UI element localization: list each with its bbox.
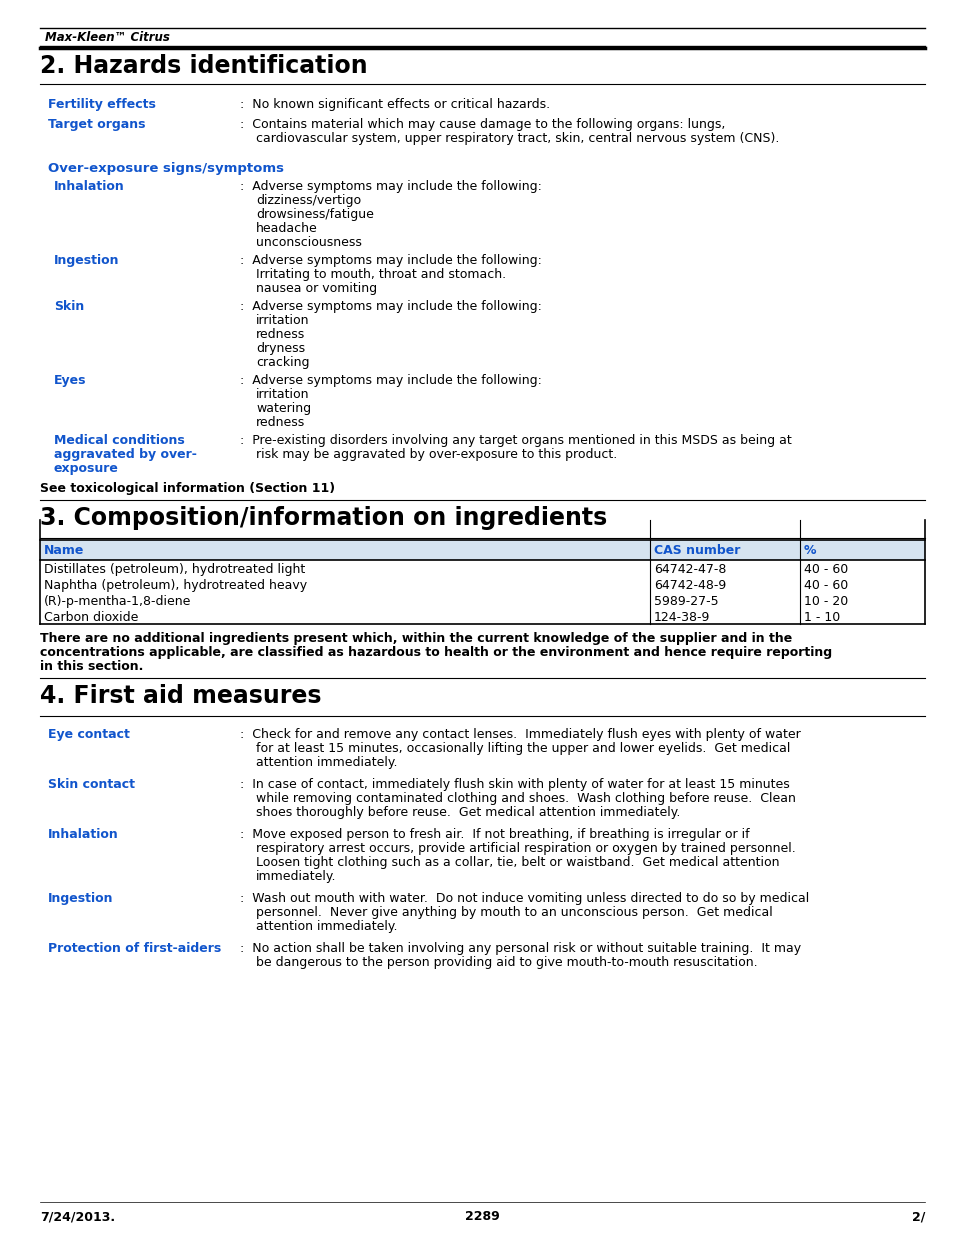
Text: Ingestion: Ingestion xyxy=(54,254,119,267)
Text: dryness: dryness xyxy=(255,342,305,354)
Text: Name: Name xyxy=(44,543,84,557)
Text: Irritating to mouth, throat and stomach.: Irritating to mouth, throat and stomach. xyxy=(255,268,506,282)
Text: headache: headache xyxy=(255,222,317,235)
Text: 1 - 10: 1 - 10 xyxy=(803,611,840,624)
Text: in this section.: in this section. xyxy=(40,659,143,673)
Text: irritation: irritation xyxy=(255,388,309,401)
Text: :  Move exposed person to fresh air.  If not breathing, if breathing is irregula: : Move exposed person to fresh air. If n… xyxy=(240,827,749,841)
Text: immediately.: immediately. xyxy=(255,869,336,883)
Text: CAS number: CAS number xyxy=(654,543,740,557)
Text: personnel.  Never give anything by mouth to an unconscious person.  Get medical: personnel. Never give anything by mouth … xyxy=(255,906,772,919)
Text: Ingestion: Ingestion xyxy=(48,892,113,905)
Text: There are no additional ingredients present which, within the current knowledge : There are no additional ingredients pres… xyxy=(40,632,791,645)
Text: Distillates (petroleum), hydrotreated light: Distillates (petroleum), hydrotreated li… xyxy=(44,563,305,576)
Bar xyxy=(40,540,924,559)
Text: 4. First aid measures: 4. First aid measures xyxy=(40,684,321,708)
Text: :  In case of contact, immediately flush skin with plenty of water for at least : : In case of contact, immediately flush … xyxy=(240,778,789,790)
Text: Max-Kleen™ Citrus: Max-Kleen™ Citrus xyxy=(45,31,170,44)
Text: 40 - 60: 40 - 60 xyxy=(803,563,847,576)
Text: cracking: cracking xyxy=(255,356,309,369)
Text: nausea or vomiting: nausea or vomiting xyxy=(255,282,376,295)
Text: Medical conditions: Medical conditions xyxy=(54,433,185,447)
Text: attention immediately.: attention immediately. xyxy=(255,920,397,932)
Text: shoes thoroughly before reuse.  Get medical attention immediately.: shoes thoroughly before reuse. Get medic… xyxy=(255,806,679,819)
Text: Target organs: Target organs xyxy=(48,119,146,131)
Text: 40 - 60: 40 - 60 xyxy=(803,579,847,592)
Text: 5989-27-5: 5989-27-5 xyxy=(654,595,718,608)
Text: unconsciousness: unconsciousness xyxy=(255,236,361,249)
Text: 2. Hazards identification: 2. Hazards identification xyxy=(40,54,367,78)
Text: Over-exposure signs/symptoms: Over-exposure signs/symptoms xyxy=(48,162,284,175)
Text: redness: redness xyxy=(255,329,305,341)
Text: 64742-47-8: 64742-47-8 xyxy=(654,563,725,576)
Text: 2/: 2/ xyxy=(911,1210,924,1223)
Text: Carbon dioxide: Carbon dioxide xyxy=(44,611,138,624)
Text: concentrations applicable, are classified as hazardous to health or the environm: concentrations applicable, are classifie… xyxy=(40,646,831,659)
Text: 64742-48-9: 64742-48-9 xyxy=(654,579,725,592)
Text: Inhalation: Inhalation xyxy=(48,827,118,841)
Text: (R)-p-mentha-1,8-diene: (R)-p-mentha-1,8-diene xyxy=(44,595,192,608)
Text: irritation: irritation xyxy=(255,314,309,327)
Text: Skin contact: Skin contact xyxy=(48,778,135,790)
Text: 3. Composition/information on ingredients: 3. Composition/information on ingredient… xyxy=(40,506,607,530)
Text: :  Adverse symptoms may include the following:: : Adverse symptoms may include the follo… xyxy=(240,180,541,193)
Text: 7/24/2013.: 7/24/2013. xyxy=(40,1210,115,1223)
Text: Naphtha (petroleum), hydrotreated heavy: Naphtha (petroleum), hydrotreated heavy xyxy=(44,579,307,592)
Text: exposure: exposure xyxy=(54,462,119,475)
Text: Eye contact: Eye contact xyxy=(48,727,130,741)
Text: while removing contaminated clothing and shoes.  Wash clothing before reuse.  Cl: while removing contaminated clothing and… xyxy=(255,792,795,805)
Text: :  Adverse symptoms may include the following:: : Adverse symptoms may include the follo… xyxy=(240,374,541,387)
Text: Fertility effects: Fertility effects xyxy=(48,98,155,111)
Text: :  No known significant effects or critical hazards.: : No known significant effects or critic… xyxy=(240,98,550,111)
Text: Loosen tight clothing such as a collar, tie, belt or waistband.  Get medical att: Loosen tight clothing such as a collar, … xyxy=(255,856,779,869)
Text: dizziness/vertigo: dizziness/vertigo xyxy=(255,194,361,207)
Text: :  Wash out mouth with water.  Do not induce vomiting unless directed to do so b: : Wash out mouth with water. Do not indu… xyxy=(240,892,808,905)
Text: 124-38-9: 124-38-9 xyxy=(654,611,710,624)
Text: drowsiness/fatigue: drowsiness/fatigue xyxy=(255,207,374,221)
Text: risk may be aggravated by over-exposure to this product.: risk may be aggravated by over-exposure … xyxy=(255,448,617,461)
Text: :  Contains material which may cause damage to the following organs: lungs,: : Contains material which may cause dama… xyxy=(240,119,724,131)
Text: respiratory arrest occurs, provide artificial respiration or oxygen by trained p: respiratory arrest occurs, provide artif… xyxy=(255,842,795,855)
Text: for at least 15 minutes, occasionally lifting the upper and lower eyelids.  Get : for at least 15 minutes, occasionally li… xyxy=(255,742,789,755)
Text: %: % xyxy=(803,543,816,557)
Text: cardiovascular system, upper respiratory tract, skin, central nervous system (CN: cardiovascular system, upper respiratory… xyxy=(255,132,779,144)
Text: See toxicological information (Section 11): See toxicological information (Section 1… xyxy=(40,482,335,495)
Text: be dangerous to the person providing aid to give mouth-to-mouth resuscitation.: be dangerous to the person providing aid… xyxy=(255,956,757,969)
Text: aggravated by over-: aggravated by over- xyxy=(54,448,196,461)
Text: Protection of first-aiders: Protection of first-aiders xyxy=(48,942,221,955)
Text: :  Check for and remove any contact lenses.  Immediately flush eyes with plenty : : Check for and remove any contact lense… xyxy=(240,727,800,741)
Text: watering: watering xyxy=(255,403,311,415)
Text: Eyes: Eyes xyxy=(54,374,87,387)
Text: 10 - 20: 10 - 20 xyxy=(803,595,847,608)
Text: :  Adverse symptoms may include the following:: : Adverse symptoms may include the follo… xyxy=(240,254,541,267)
Text: :  Pre-existing disorders involving any target organs mentioned in this MSDS as : : Pre-existing disorders involving any t… xyxy=(240,433,791,447)
Text: Skin: Skin xyxy=(54,300,84,312)
Text: redness: redness xyxy=(255,416,305,429)
Text: :  No action shall be taken involving any personal risk or without suitable trai: : No action shall be taken involving any… xyxy=(240,942,801,955)
Text: :  Adverse symptoms may include the following:: : Adverse symptoms may include the follo… xyxy=(240,300,541,312)
Text: Inhalation: Inhalation xyxy=(54,180,125,193)
Text: 2289: 2289 xyxy=(464,1210,498,1223)
Text: attention immediately.: attention immediately. xyxy=(255,756,397,769)
